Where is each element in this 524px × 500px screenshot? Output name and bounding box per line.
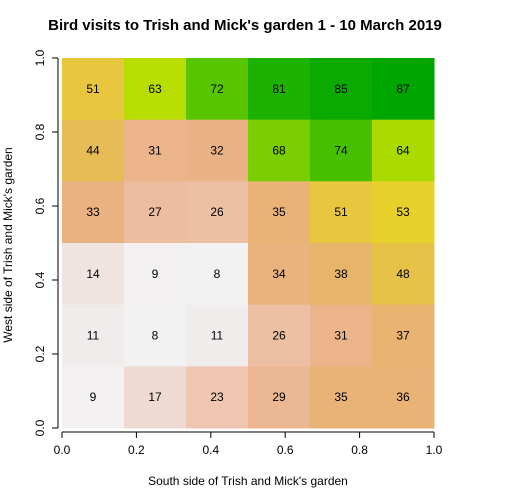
heatmap-cell xyxy=(310,119,373,182)
y-tick-label: 0.8 xyxy=(33,123,47,140)
cell-value-label: 37 xyxy=(396,329,410,343)
x-tick-label: 0.8 xyxy=(351,443,368,457)
cell-value-label: 8 xyxy=(214,267,221,281)
heatmap-cell xyxy=(372,366,435,429)
x-tick-label: 0.0 xyxy=(54,443,71,457)
cell-value-label: 35 xyxy=(272,205,286,219)
cell-value-label: 17 xyxy=(148,390,162,404)
heatmap-cell xyxy=(310,181,373,244)
heatmap-cell xyxy=(62,119,125,182)
y-tick-label: 1.0 xyxy=(33,49,47,66)
heatmap-cell xyxy=(372,119,435,182)
cell-value-label: 26 xyxy=(210,205,224,219)
cell-value-label: 23 xyxy=(210,390,224,404)
y-tick-label: 0.2 xyxy=(33,345,47,362)
heatmap-cell xyxy=(248,366,311,429)
cell-value-label: 11 xyxy=(87,329,100,343)
heatmap-cell xyxy=(248,119,311,182)
heatmap-cell-labels: 51 63 72 81 85 87 44 31 32 68 74 64 33 27 26 35 51 53 14 9 8… xyxy=(86,82,410,404)
cell-value-label: 14 xyxy=(86,267,100,281)
cell-value-label: 9 xyxy=(90,390,97,404)
heatmap-cell xyxy=(62,243,125,306)
x-tick-label: 0.2 xyxy=(128,443,145,457)
y-tick-label: 0.4 xyxy=(33,271,47,288)
x-tick-label: 1.0 xyxy=(426,443,443,457)
heatmap-cell xyxy=(310,243,373,306)
cell-value-label: 9 xyxy=(152,267,159,281)
heatmap-cell xyxy=(310,304,373,367)
heatmap-cell xyxy=(124,119,187,182)
heatmap-cell xyxy=(186,366,249,429)
chart-title: Bird visits to Trish and Mick's garden 1… xyxy=(48,17,442,34)
cell-value-label: 44 xyxy=(86,144,100,158)
cell-value-label: 85 xyxy=(334,82,348,96)
heatmap-cell xyxy=(186,58,249,121)
cell-value-label: 64 xyxy=(396,144,410,158)
x-tick-label: 0.6 xyxy=(277,443,294,457)
cell-value-label: 31 xyxy=(334,329,348,343)
cell-value-label: 81 xyxy=(272,82,286,96)
heatmap-cell xyxy=(62,366,125,429)
heatmap-cell xyxy=(248,58,311,121)
heatmap-cell xyxy=(62,58,125,121)
heatmap-cell xyxy=(310,58,373,121)
heatmap-cell xyxy=(186,304,249,367)
heatmap-cell xyxy=(124,181,187,244)
cell-value-label: 11 xyxy=(211,329,224,343)
cell-value-label: 35 xyxy=(334,390,348,404)
heatmap-cell xyxy=(372,181,435,244)
cell-value-label: 29 xyxy=(272,390,286,404)
heatmap-cell xyxy=(62,181,125,244)
cell-value-label: 48 xyxy=(396,267,410,281)
heatmap-cell xyxy=(124,304,187,367)
y-tick-label: 0.0 xyxy=(33,419,47,436)
cell-value-label: 34 xyxy=(272,267,286,281)
y-axis-label: West side of Trish and Mick's garden xyxy=(1,147,15,343)
heatmap-cell xyxy=(124,366,187,429)
heatmap-cell xyxy=(124,243,187,306)
cell-value-label: 87 xyxy=(396,82,410,96)
cell-value-label: 72 xyxy=(210,82,224,96)
cell-value-label: 8 xyxy=(152,329,159,343)
cell-value-label: 33 xyxy=(86,205,100,219)
heatmap-cell xyxy=(186,243,249,306)
y-axis: 0.0 0.2 0.4 0.6 0.8 1.0 xyxy=(33,49,59,436)
cell-value-label: 74 xyxy=(334,144,348,158)
y-tick-label: 0.6 xyxy=(33,197,47,214)
heatmap-cell xyxy=(372,58,435,121)
heatmap-cell xyxy=(186,181,249,244)
heatmap-cell xyxy=(248,304,311,367)
heatmap-cells xyxy=(62,58,435,429)
cell-value-label: 32 xyxy=(210,144,224,158)
cell-value-label: 27 xyxy=(148,205,162,219)
heatmap-cell xyxy=(248,181,311,244)
heatmap-cell xyxy=(248,243,311,306)
cell-value-label: 53 xyxy=(396,205,410,219)
cell-value-label: 38 xyxy=(334,267,348,281)
heatmap-cell xyxy=(186,119,249,182)
cell-value-label: 63 xyxy=(148,82,162,96)
cell-value-label: 31 xyxy=(148,144,162,158)
x-axis: 0.0 0.2 0.4 0.6 0.8 1.0 xyxy=(54,431,443,457)
cell-value-label: 51 xyxy=(86,82,100,96)
cell-value-label: 51 xyxy=(334,205,348,219)
heatmap-cell xyxy=(62,304,125,367)
x-tick-label: 0.4 xyxy=(202,443,219,457)
heatmap-cell xyxy=(372,304,435,367)
heatmap-cell xyxy=(310,366,373,429)
x-axis-label: South side of Trish and Mick's garden xyxy=(148,474,348,488)
cell-value-label: 68 xyxy=(272,144,286,158)
cell-value-label: 36 xyxy=(396,390,410,404)
heatmap-cell xyxy=(372,243,435,306)
heatmap-cell xyxy=(124,58,187,121)
cell-value-label: 26 xyxy=(272,329,286,343)
